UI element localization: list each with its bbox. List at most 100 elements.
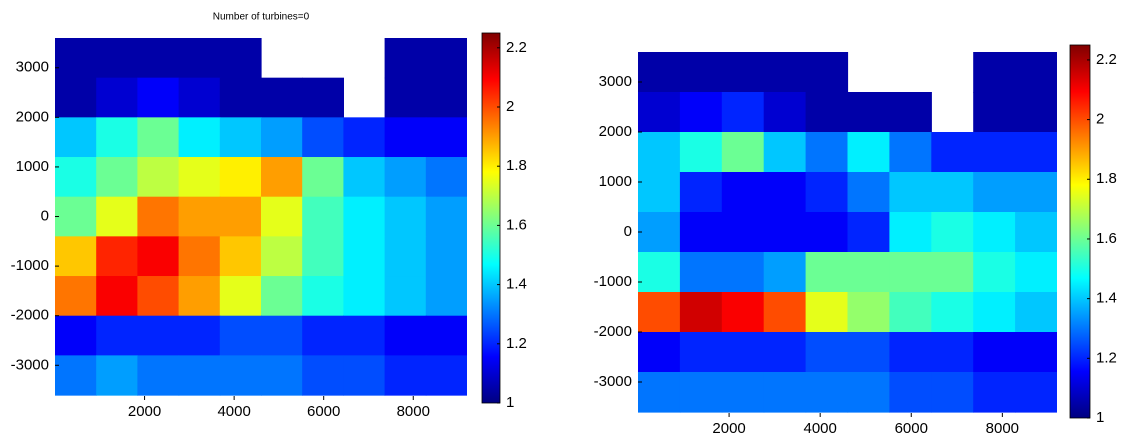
- y-tick-label: 3000: [16, 59, 49, 76]
- heatmap-cell: [55, 77, 97, 118]
- heatmap-cell: [763, 52, 807, 93]
- heatmap-cell: [343, 355, 386, 396]
- heatmap-cell: [178, 315, 221, 356]
- heatmap-cell: [931, 212, 974, 253]
- heatmap-cell: [638, 132, 681, 173]
- x-tick-label: 8000: [397, 403, 430, 420]
- heatmap-cell: [1015, 252, 1057, 293]
- heatmap-cell: [302, 276, 344, 317]
- heatmap-cell: [889, 132, 932, 173]
- heatmap-cell: [763, 292, 807, 333]
- heatmap-cell: [425, 236, 467, 277]
- heatmap-cell: [261, 315, 303, 356]
- heatmap-cell: [137, 276, 180, 317]
- heatmap-cell: [679, 332, 723, 373]
- heatmap-cell: [384, 276, 427, 317]
- heatmap-cell: [763, 332, 807, 373]
- heatmap-cell: [638, 292, 681, 333]
- y-tick-label: 3000: [599, 73, 632, 90]
- heatmap-cell: [219, 77, 262, 118]
- heatmap-cell: [96, 315, 138, 356]
- heatmap-cell: [763, 372, 807, 413]
- heatmap-cell: [137, 157, 180, 198]
- heatmap-cell: [425, 196, 467, 237]
- heatmap-cell: [721, 92, 765, 133]
- heatmap-cell: [973, 372, 1016, 413]
- colorbar-tick-label: 1.8: [506, 157, 527, 174]
- heatmap: [55, 38, 467, 396]
- heatmap-cell: [973, 332, 1016, 373]
- y-tick-label: 0: [624, 223, 632, 240]
- heatmap-cell: [137, 315, 180, 356]
- heatmap-cell: [638, 92, 681, 133]
- y-tick-label: 0: [41, 207, 49, 224]
- heatmap-cell: [679, 292, 723, 333]
- heatmap-cell: [847, 212, 890, 253]
- heatmap-cell: [96, 38, 138, 79]
- heatmap-cell: [261, 236, 303, 277]
- heatmap-cell: [55, 38, 97, 79]
- heatmap-cell: [137, 196, 180, 237]
- heatmap-cell: [425, 157, 467, 198]
- heatmap-cell: [931, 132, 974, 173]
- heatmap-cell: [178, 236, 221, 277]
- heatmap-cell: [805, 132, 849, 173]
- heatmap-cell: [721, 52, 765, 93]
- heatmap-cell: [931, 292, 974, 333]
- heatmap-cell: [763, 212, 807, 253]
- heatmap-cell: [973, 252, 1016, 293]
- heatmap-cell: [137, 236, 180, 277]
- heatmap-cell: [302, 236, 344, 277]
- heatmap-cell: [343, 315, 386, 356]
- heatmap-cell: [805, 372, 849, 413]
- heatmap-cell: [302, 77, 344, 118]
- heatmap-cell: [343, 276, 386, 317]
- y-tick-label: 1000: [16, 158, 49, 175]
- heatmap-cell: [302, 157, 344, 198]
- heatmap-cell: [805, 332, 849, 373]
- heatmap-cell: [805, 212, 849, 253]
- y-tick-label: -1000: [11, 257, 49, 274]
- heatmap-cell: [178, 196, 221, 237]
- heatmap-cell: [425, 276, 467, 317]
- heatmap-cell: [384, 196, 427, 237]
- heatmap-cell: [96, 117, 138, 158]
- chart-title: Number of turbines=0: [213, 12, 310, 23]
- x-tick-label: 2000: [712, 420, 745, 436]
- heatmap-cell: [763, 252, 807, 293]
- heatmap-cell: [302, 117, 344, 158]
- heatmap-cell: [55, 117, 97, 158]
- x-tick-label: 6000: [895, 420, 928, 436]
- heatmap-cell: [1015, 372, 1057, 413]
- y-tick-label: 2000: [16, 108, 49, 125]
- heatmap-cell: [931, 372, 974, 413]
- heatmap-cell: [847, 332, 890, 373]
- heatmap-cell: [1015, 212, 1057, 253]
- heatmap-cell: [178, 355, 221, 396]
- heatmap-cell: [261, 196, 303, 237]
- heatmap-cell: [721, 172, 765, 213]
- heatmap-cell: [219, 236, 262, 277]
- heatmap-cell: [847, 172, 890, 213]
- colorbar-tick-label: 2.2: [1096, 51, 1117, 68]
- x-tick-label: 6000: [307, 403, 340, 420]
- heatmap-cell: [55, 236, 97, 277]
- heatmap-cell: [343, 117, 386, 158]
- x-tick-label: 2000: [128, 403, 161, 420]
- heatmap-cell: [219, 276, 262, 317]
- heatmap-cell: [261, 276, 303, 317]
- heatmap-cell: [55, 157, 97, 198]
- heatmap-cell: [973, 132, 1016, 173]
- heatmap-cell: [1015, 332, 1057, 373]
- heatmap-cell: [638, 252, 681, 293]
- heatmap-cell: [638, 332, 681, 373]
- heatmap-cell: [261, 77, 303, 118]
- heatmap-cell: [679, 92, 723, 133]
- heatmap-cell: [96, 236, 138, 277]
- heatmap-cell: [302, 355, 344, 396]
- colorbar-tick-label: 1: [1096, 409, 1104, 426]
- colorbar-tick-label: 2: [506, 98, 514, 115]
- heatmap-cell: [137, 355, 180, 396]
- heatmap-cell: [55, 355, 97, 396]
